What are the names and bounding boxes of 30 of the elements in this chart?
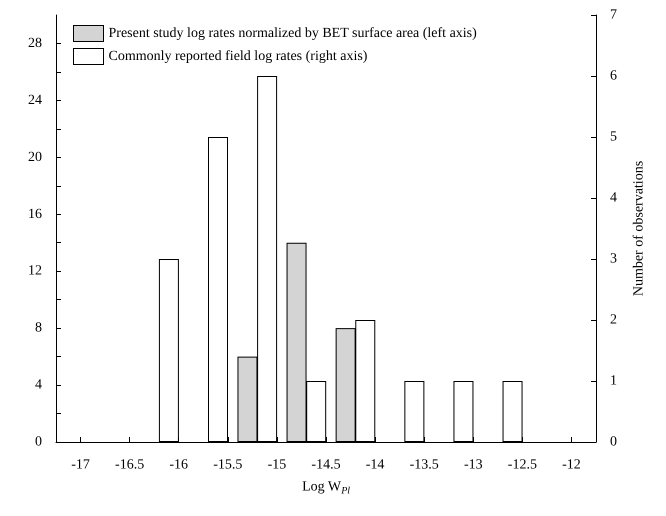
y-tick-label: 16 [28, 206, 42, 222]
y2-tick-label: 0 [610, 434, 617, 450]
y-tick-label: 12 [28, 264, 42, 279]
x-tick-label: -16.5 [115, 458, 144, 472]
y2-tick-label: 5 [610, 130, 617, 144]
y2-axis-title: Number of observations [632, 160, 646, 296]
y2-tick-label: 4 [610, 190, 617, 206]
y-tick-label: 8 [35, 320, 42, 336]
y2-tick-label: 1 [610, 374, 617, 388]
x-tick-label: -17 [71, 458, 90, 472]
legend-label: Present study log rates normalized by BET surface area (left axis) [108, 26, 478, 41]
x-tick-label: -12.5 [508, 458, 537, 472]
y-tick-label: 24 [28, 92, 42, 108]
x-tick-label: -13 [464, 458, 483, 472]
y-tick-label: 4 [35, 378, 42, 393]
y-tick-label: 28 [28, 36, 42, 51]
y-tick-label: 0 [35, 434, 42, 450]
x-tick-label: -14 [366, 458, 384, 472]
x-tick-label: -12 [562, 458, 581, 472]
x-tick-label: -14.5 [311, 458, 341, 472]
y2-tick-label: 6 [610, 68, 617, 84]
y2-tick-label: 2 [610, 312, 617, 328]
y-tick-label: 20 [28, 150, 42, 165]
x-tick-label: -13.5 [410, 458, 439, 472]
y2-tick-label: 7 [610, 8, 617, 22]
x-tick-label: -16 [169, 458, 188, 472]
x-tick-label: -15 [268, 458, 286, 472]
x-tick-label: -15.5 [213, 458, 242, 472]
legend-label: Commonly reported field log rates (right axis) [108, 49, 368, 64]
y2-tick-label: 3 [610, 252, 617, 266]
